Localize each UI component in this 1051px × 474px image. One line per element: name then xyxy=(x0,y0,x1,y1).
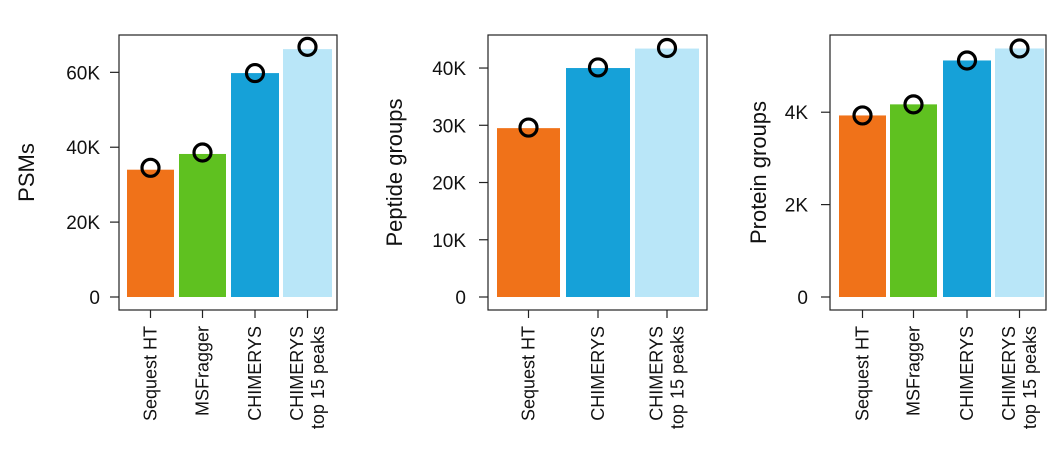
y-axis-title: Peptide groups xyxy=(382,99,407,247)
category-label: Sequest HT xyxy=(853,326,873,421)
psms-chart: 0 20K 40K 60K PSMs Sequest HT MSFragger CHIMERY… xyxy=(14,34,338,429)
bar xyxy=(635,48,699,297)
replicate-marker xyxy=(244,62,266,84)
bar xyxy=(497,128,560,297)
y-tick-label: 20K xyxy=(432,174,466,195)
category-label: CHIMERYS xyxy=(647,326,667,421)
category-label: Sequest HT xyxy=(519,326,539,421)
replicate-marker xyxy=(1009,38,1030,59)
category-label: CHIMERYS xyxy=(287,326,307,421)
category-label: CHIMERYS xyxy=(245,326,265,421)
y-tick-label: 20K xyxy=(66,213,100,234)
y-tick-label: 0 xyxy=(455,288,466,309)
replicate-marker xyxy=(192,142,213,163)
category-label: MSFragger xyxy=(193,326,213,416)
y-axis-title: Protein groups xyxy=(746,101,771,244)
bar xyxy=(127,169,174,297)
y-tick-label: 30K xyxy=(432,116,466,137)
peptide-groups-chart: 0 10K 20K 30K 40K Peptide groups Sequest HT CHI… xyxy=(382,34,708,429)
category-label: top 15 peaks xyxy=(308,326,328,429)
plot-frame xyxy=(118,34,338,311)
bar xyxy=(890,104,937,297)
y-tick-label: 0 xyxy=(797,288,808,309)
category-label: Sequest HT xyxy=(141,326,161,421)
y-tick-label: 40K xyxy=(66,138,100,159)
replicate-marker xyxy=(903,94,924,115)
bar xyxy=(179,153,226,297)
replicate-marker xyxy=(956,50,978,71)
y-tick-label: 60K xyxy=(66,63,100,84)
bar xyxy=(839,115,886,298)
replicate-marker xyxy=(656,37,678,59)
category-label: CHIMERYS xyxy=(957,326,977,421)
category-label: top 15 peaks xyxy=(1020,326,1040,429)
y-tick-label: 10K xyxy=(432,231,466,252)
category-label: top 15 peaks xyxy=(668,326,688,429)
replicate-marker xyxy=(140,157,161,178)
y-tick-label: 2K xyxy=(785,196,809,217)
replicate-marker xyxy=(297,36,318,57)
plot-frame xyxy=(829,34,1047,311)
bar xyxy=(283,49,332,298)
replicate-marker xyxy=(518,117,539,138)
y-tick-label: 0 xyxy=(89,288,100,309)
y-axis-title: PSMs xyxy=(14,143,39,202)
bar xyxy=(566,68,630,297)
bar xyxy=(231,73,279,297)
category-label: CHIMERYS xyxy=(588,326,608,421)
y-tick-label: 4K xyxy=(785,103,809,124)
protein-groups-chart: 0 2K 4K Protein groups Sequest HT MSFragger CH… xyxy=(746,34,1047,429)
y-tick-label: 40K xyxy=(432,59,466,80)
bar xyxy=(943,60,991,297)
category-label: MSFragger xyxy=(904,326,924,416)
replicate-marker xyxy=(587,57,609,78)
replicate-marker xyxy=(852,105,873,126)
bar xyxy=(995,48,1044,297)
category-label: CHIMERYS xyxy=(999,326,1019,421)
